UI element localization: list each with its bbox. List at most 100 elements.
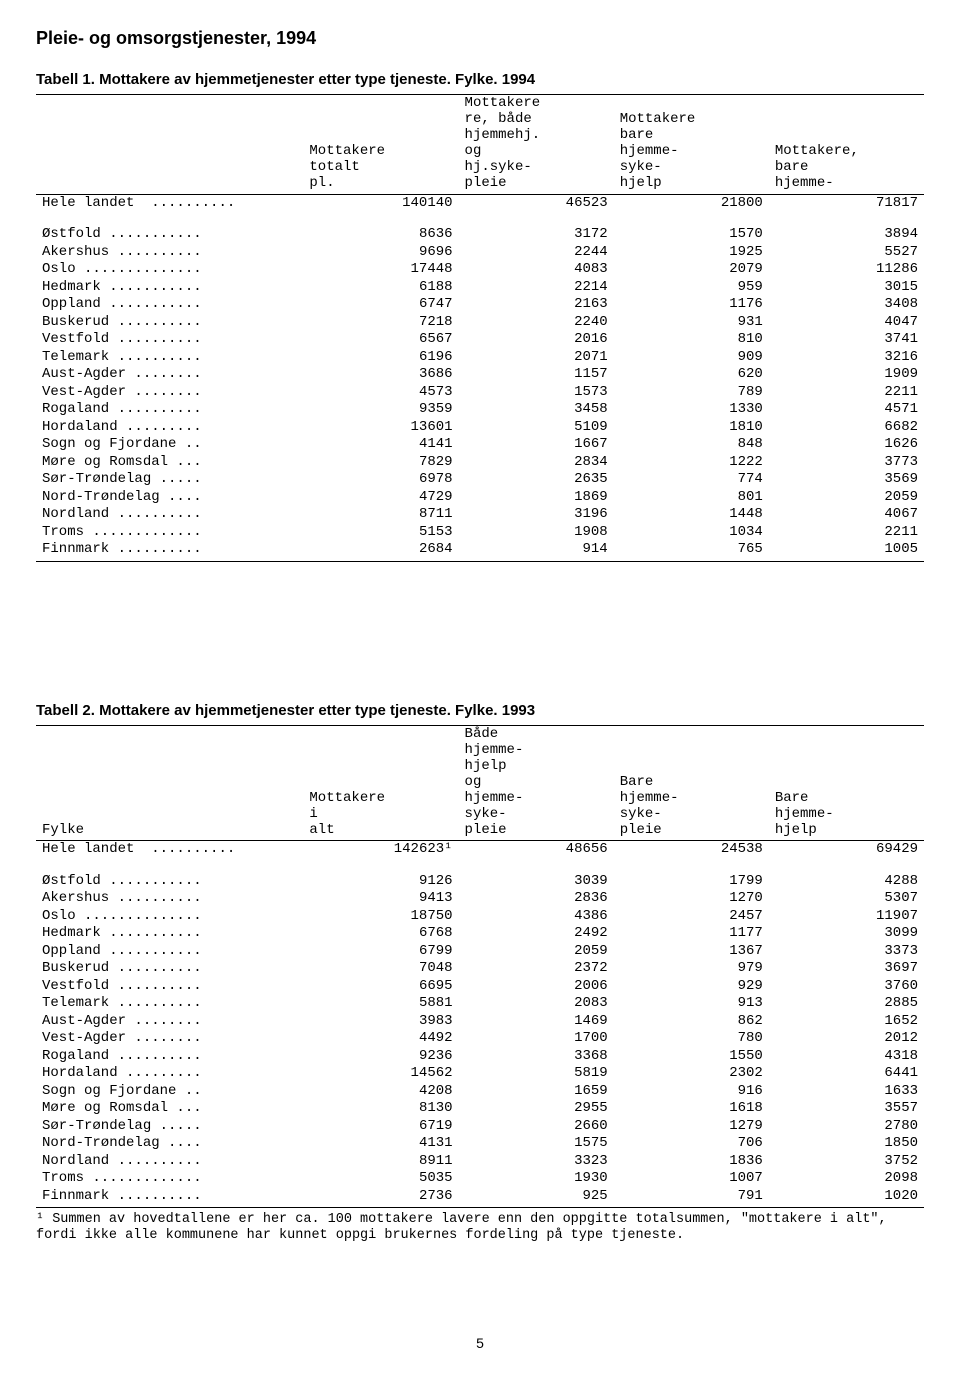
table2-row-c3: 1279 [614,1118,769,1136]
table2-row-c3: 1550 [614,1048,769,1066]
table1-row-c1: 2684 [303,541,458,559]
table1-row-c2: 1157 [459,366,614,384]
table1-row-c3: 1176 [614,296,769,314]
table1-row-c2: 2244 [459,244,614,262]
table2-row-label: Vest-Agder ........ [36,1030,303,1048]
table1-row-c1: 6196 [303,349,458,367]
table1-row: Vestfold ..........656720168103741 [36,331,924,349]
table2-row: Sør-Trøndelag .....6719266012792780 [36,1118,924,1136]
table1-row-label: Nordland .......... [36,506,303,524]
table1-row: Rogaland ..........9359345813304571 [36,401,924,419]
table1-row-c2: 3172 [459,226,614,244]
table2-row-c1: 4492 [303,1030,458,1048]
table1-row-c3: 789 [614,384,769,402]
table1-row-c4: 1005 [769,541,924,559]
table2-row-c4: 4318 [769,1048,924,1066]
table2-row-c1: 6719 [303,1118,458,1136]
table1-total-c3: 21800 [614,195,769,213]
table1-row-label: Akershus .......... [36,244,303,262]
table1-row-c4: 11286 [769,261,924,279]
table2-total-label: Hele landet [42,841,134,857]
table1-row: Troms .............5153190810342211 [36,524,924,542]
table1-row-c4: 1626 [769,436,924,454]
table2-row-c4: 3752 [769,1153,924,1171]
table1-row-c3: 1570 [614,226,769,244]
table1-row: Akershus ..........9696224419255527 [36,244,924,262]
table1-row-label: Aust-Agder ........ [36,366,303,384]
table2-row-c3: 791 [614,1188,769,1206]
table2-row-c2: 3323 [459,1153,614,1171]
table1-row-c3: 801 [614,489,769,507]
table2-row-c3: 1367 [614,943,769,961]
table1-row-c1: 6978 [303,471,458,489]
table1-row-label: Telemark .......... [36,349,303,367]
table2-row-c4: 2780 [769,1118,924,1136]
table1-row-label: Vest-Agder ........ [36,384,303,402]
table2-row-label: Møre og Romsdal ... [36,1100,303,1118]
table1-row: Møre og Romsdal ...7829283412223773 [36,454,924,472]
table1-row-c1: 5153 [303,524,458,542]
table2-row: Oppland ...........6799205913673373 [36,943,924,961]
table2-row-c1: 4208 [303,1083,458,1101]
table1-row: Hedmark ...........618822149593015 [36,279,924,297]
table2-row-c3: 916 [614,1083,769,1101]
table1-row-c1: 7218 [303,314,458,332]
table2-row: Møre og Romsdal ...8130295516183557 [36,1100,924,1118]
table2-row-c2: 3368 [459,1048,614,1066]
table1-row-c1: 4729 [303,489,458,507]
table2-row: Sogn og Fjordane ..420816599161633 [36,1083,924,1101]
table2-row-c4: 3557 [769,1100,924,1118]
table2-row-c4: 11907 [769,908,924,926]
table1-row: Nord-Trøndelag ....472918698012059 [36,489,924,507]
table1-row-c4: 4067 [769,506,924,524]
table1-row-c2: 3196 [459,506,614,524]
table1-total-c4: 71817 [769,195,924,213]
table2-row: Buskerud ..........704823729793697 [36,960,924,978]
table2-row-c1: 18750 [303,908,458,926]
table2-header-c1: Mottakere i alt [303,726,458,839]
table2-row-c1: 3983 [303,1013,458,1031]
table2-row-c1: 5035 [303,1170,458,1188]
table2-row-c3: 1618 [614,1100,769,1118]
table2-row-c3: 1007 [614,1170,769,1188]
table1-row: Sogn og Fjordane ..414116678481626 [36,436,924,454]
table1-row-label: Hedmark ........... [36,279,303,297]
table2-row-label: Nord-Trøndelag .... [36,1135,303,1153]
table2-row-c2: 3039 [459,873,614,891]
table2: Fylke Mottakere i alt Både hjemme- hjelp… [36,726,924,839]
table1-header-c0 [36,95,303,192]
table2-row-label: Hedmark ........... [36,925,303,943]
table2-row-c2: 1469 [459,1013,614,1031]
table2-row-label: Buskerud .......... [36,960,303,978]
table2-row-c2: 2372 [459,960,614,978]
table1-row-c4: 2211 [769,524,924,542]
table1-row-c4: 4571 [769,401,924,419]
table1-row-label: Buskerud .......... [36,314,303,332]
table2-total-c1: 142623¹ [303,841,458,859]
table1-row-label: Østfold ........... [36,226,303,244]
table2-row-c4: 2098 [769,1170,924,1188]
table2-bottom-rule [36,1207,924,1208]
table1-header-c3: Mottakere bare hjemme- syke- hjelp [614,95,769,192]
table1-row-c4: 3773 [769,454,924,472]
table1-row-c2: 3458 [459,401,614,419]
table1-row-label: Rogaland .......... [36,401,303,419]
table1: Mottakere totalt pl. Mottakere re, både … [36,95,924,192]
table1-total-c1: 140140 [303,195,458,213]
table2-header-c4: Bare hjemme- hjelp [769,726,924,839]
table2-row-c4: 3760 [769,978,924,996]
table2-row-c4: 1850 [769,1135,924,1153]
table1-row-c3: 931 [614,314,769,332]
table2-row-c4: 6441 [769,1065,924,1083]
table2-row-c1: 8130 [303,1100,458,1118]
table1-row-label: Oppland ........... [36,296,303,314]
table1-row: Sør-Trøndelag .....697826357743569 [36,471,924,489]
table1-row: Oslo ..............174484083207911286 [36,261,924,279]
table1-row-c1: 6747 [303,296,458,314]
table2-row-label: Oppland ........... [36,943,303,961]
table2-row-c3: 913 [614,995,769,1013]
table2-row-c3: 2457 [614,908,769,926]
table1-row-c4: 3569 [769,471,924,489]
table1-row-c4: 2211 [769,384,924,402]
table2-row: Rogaland ..........9236336815504318 [36,1048,924,1066]
